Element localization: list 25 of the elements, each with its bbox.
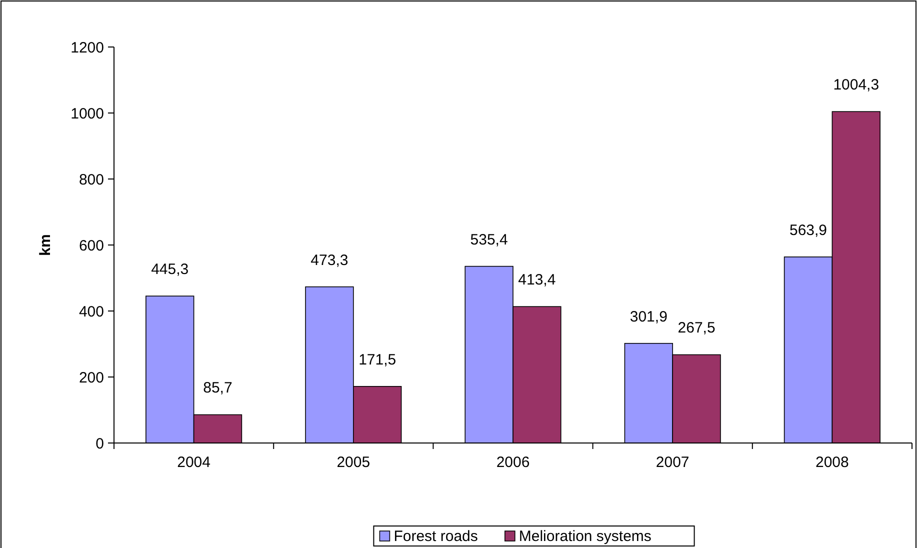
x-tick-label: 2004 (177, 454, 210, 471)
legend-label: Forest roads (394, 528, 478, 545)
x-tick-label: 2007 (656, 454, 690, 471)
y-tick-label: 800 (78, 171, 104, 188)
y-tick-label: 1200 (70, 39, 104, 56)
data-label: 301,9 (630, 308, 668, 326)
y-axis-title: km (37, 234, 54, 256)
data-label: 1004,3 (833, 76, 880, 94)
y-tick-label: 400 (78, 303, 104, 320)
data-label: 267,5 (678, 320, 716, 337)
legend-label: Melioration systems (518, 528, 652, 545)
x-tick-label: 2008 (816, 454, 849, 471)
data-label: 563,9 (789, 222, 828, 239)
y-tick-label: 200 (78, 369, 104, 386)
data-label: 445,3 (151, 261, 189, 278)
x-tick-label: 2006 (496, 454, 530, 471)
y-tick-label: 1000 (70, 105, 104, 122)
y-tick-label: 0 (96, 435, 104, 452)
data-label: 535,4 (470, 231, 508, 248)
x-tick-label: 2005 (336, 454, 370, 471)
data-label: 85,7 (203, 380, 232, 397)
data-label: 171,5 (358, 351, 396, 368)
y-tick-label: 600 (78, 237, 104, 254)
data-label: 473,3 (310, 252, 348, 269)
data-label: 413,4 (518, 272, 556, 289)
